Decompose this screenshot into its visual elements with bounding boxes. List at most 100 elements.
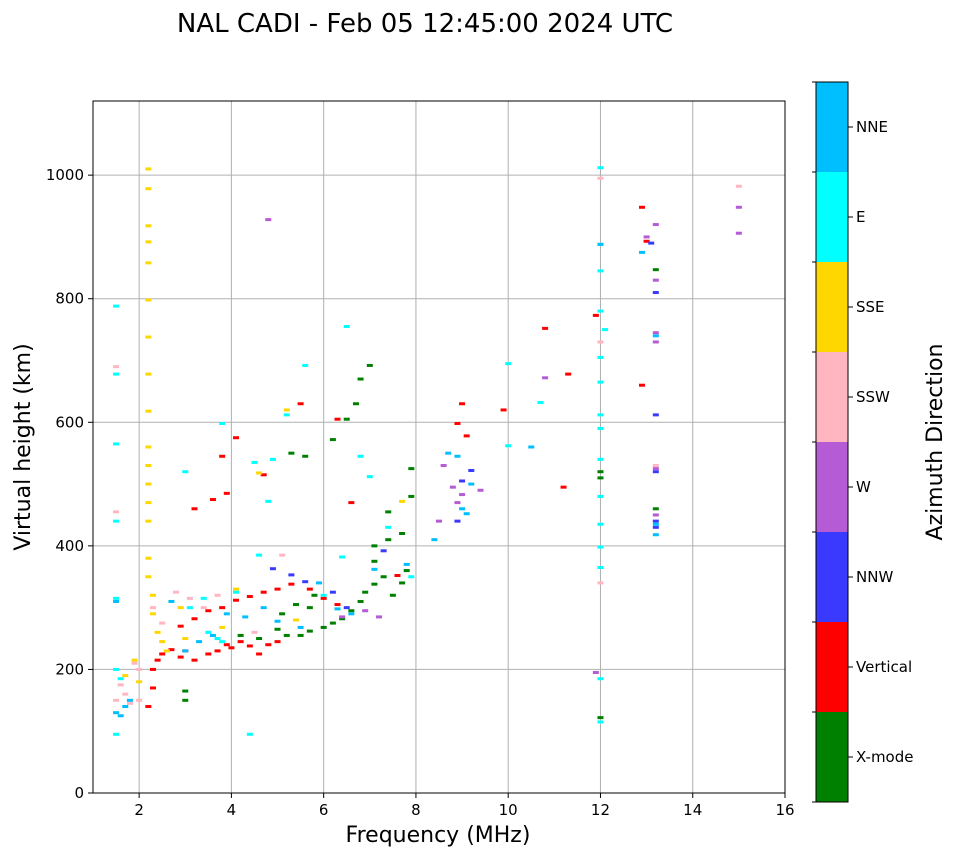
data-point: [389, 593, 396, 597]
data-point: [357, 454, 364, 458]
data-point: [233, 436, 240, 440]
data-point: [477, 488, 484, 492]
data-point: [366, 363, 373, 367]
data-point: [191, 617, 198, 621]
data-point: [233, 590, 240, 594]
grid-layer: [93, 101, 785, 793]
data-point: [339, 555, 346, 559]
data-point: [177, 624, 184, 628]
data-point: [173, 590, 180, 594]
colorbar-label: SSE: [856, 298, 885, 316]
data-point: [311, 593, 318, 597]
data-point: [246, 732, 253, 736]
data-point: [454, 454, 461, 458]
data-point: [652, 513, 659, 517]
data-point: [459, 493, 466, 497]
data-point: [136, 667, 143, 671]
data-point: [205, 652, 212, 656]
data-point: [597, 380, 604, 384]
data-point: [459, 479, 466, 483]
data-point: [260, 606, 267, 610]
data-point: [219, 422, 226, 426]
data-point: [113, 510, 120, 514]
data-points: [113, 166, 742, 736]
data-point: [597, 470, 604, 474]
data-point: [542, 376, 549, 380]
data-point: [343, 606, 350, 610]
data-point: [149, 686, 156, 690]
data-point: [177, 606, 184, 610]
data-point: [380, 575, 387, 579]
data-point: [399, 532, 406, 535]
data-point: [145, 445, 152, 449]
data-point: [269, 567, 276, 571]
data-point: [602, 328, 609, 332]
data-point: [274, 627, 281, 631]
data-point: [145, 372, 152, 376]
data-point: [334, 607, 341, 611]
data-point: [182, 470, 189, 474]
data-point: [357, 599, 364, 603]
data-point: [159, 640, 166, 644]
data-point: [182, 698, 189, 702]
data-point: [399, 581, 406, 585]
data-point: [209, 498, 216, 502]
data-point: [445, 451, 452, 455]
data-point: [643, 239, 650, 243]
plot-area-frame: [92, 100, 786, 794]
data-point: [219, 625, 226, 629]
data-point: [145, 519, 152, 523]
data-point: [182, 637, 189, 641]
data-point: [652, 331, 659, 335]
data-point: [237, 640, 244, 644]
data-point: [186, 606, 193, 610]
data-point: [597, 355, 604, 359]
data-point: [334, 603, 341, 607]
data-point: [362, 609, 369, 613]
x-tick-label: 12: [591, 801, 610, 819]
data-point: [652, 533, 659, 537]
data-point: [219, 606, 226, 610]
data-point: [113, 698, 120, 702]
colorbar-segment: [816, 262, 848, 352]
y-tick-label: 0: [74, 784, 84, 802]
data-point: [440, 464, 447, 468]
data-point: [297, 625, 304, 629]
x-tick-label: 6: [319, 801, 329, 819]
data-point: [237, 633, 244, 637]
data-point: [159, 621, 166, 625]
y-tick-label: 400: [55, 537, 84, 555]
data-point: [449, 485, 456, 489]
data-point: [352, 402, 359, 406]
x-axis-label: Frequency (MHz): [346, 823, 531, 848]
data-point: [163, 649, 170, 653]
data-point: [597, 457, 604, 461]
data-point: [288, 582, 295, 586]
data-point: [408, 575, 415, 579]
data-point: [145, 556, 152, 560]
data-point: [145, 187, 152, 191]
data-point: [565, 372, 572, 376]
data-point: [177, 655, 184, 659]
data-point: [638, 383, 645, 387]
series-x-mode: [182, 268, 659, 720]
data-point: [205, 630, 212, 634]
colorbar-label: NNW: [856, 568, 893, 586]
data-point: [113, 304, 120, 308]
y-axis-label: Virtual height (km): [11, 343, 36, 550]
data-point: [597, 494, 604, 498]
x-tick-label: 14: [683, 801, 702, 819]
data-point: [122, 705, 129, 708]
data-point: [196, 640, 203, 644]
data-point: [348, 609, 355, 613]
data-point: [385, 525, 392, 529]
data-point: [297, 402, 304, 406]
data-point: [343, 417, 350, 421]
data-point: [431, 538, 438, 542]
data-point: [652, 340, 659, 344]
data-point: [652, 470, 659, 474]
data-point: [408, 467, 415, 471]
data-point: [288, 451, 295, 455]
data-point: [366, 475, 373, 479]
